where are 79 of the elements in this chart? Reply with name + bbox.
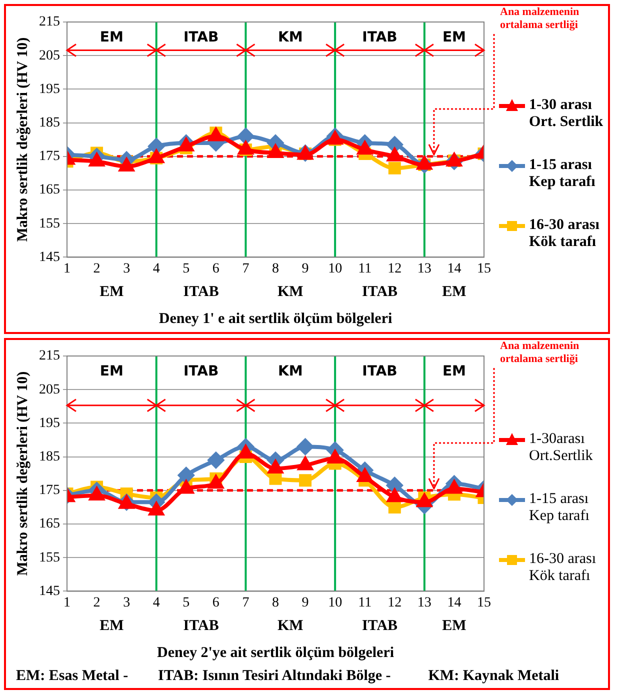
annotation: KM (278, 30, 303, 46)
x-tick-label: 5 (182, 595, 190, 610)
y-tick-label: 145 (39, 250, 60, 265)
y-tick-label: 205 (39, 48, 60, 64)
x-tick-label: 2 (93, 595, 100, 610)
annotation: KM (278, 364, 303, 380)
annotation: ITAB (183, 30, 219, 46)
y-tick-label: 205 (39, 382, 60, 398)
x-axis-title: Deney 1' e ait sertlik ölçüm bölgeleri (158, 310, 392, 327)
x-tick-label: 12 (388, 261, 402, 276)
x-tick-label: 1 (64, 261, 70, 276)
x-tick-label: 4 (152, 595, 160, 610)
x-tick-label: 9 (302, 595, 309, 610)
y-tick-label: 165 (39, 516, 60, 532)
text: KM (277, 618, 304, 634)
y-axis-title: Makro sertlik değerleri (HV 10) (14, 37, 31, 242)
y-tick-label: 165 (39, 182, 60, 198)
text: ITAB (183, 284, 219, 300)
legend-label: 16-30 arası Kök tarafı (529, 551, 598, 586)
annotation: EM (100, 30, 124, 46)
ref-line-label: Ana malzemenin ortalama sertliği (500, 6, 580, 32)
annotation: EM (100, 364, 124, 380)
x-tick-label: 4 (152, 261, 160, 276)
x-tick-label: 6 (212, 595, 220, 610)
y-tick-label: 155 (39, 216, 60, 232)
annotation: ITAB (362, 30, 398, 46)
x-tick-label: 10 (328, 261, 342, 276)
y-tick-label: 185 (39, 449, 60, 464)
legend-label: 16-30 arası Kök tarafı (529, 217, 600, 252)
annotation: EM (442, 30, 466, 46)
text: KM (277, 284, 304, 300)
x-tick-label: 13 (417, 595, 432, 610)
text: EM (442, 618, 466, 634)
x-tick-label: 12 (388, 595, 402, 610)
x-tick-label: 14 (447, 595, 462, 610)
y-axis-title: Makro sertlik değerleri (HV 10) (14, 371, 31, 576)
text: EM (100, 618, 124, 634)
text: ITAB (362, 284, 398, 300)
annotation: ITAB (183, 364, 219, 380)
x-tick-label: 11 (358, 595, 372, 610)
legend-label: 1-30 arası Ort. Sertlik (529, 97, 604, 132)
x-tick-label: 11 (358, 261, 372, 276)
x-tick-label: 1 (64, 595, 70, 610)
x-tick-label: 8 (272, 261, 279, 276)
y-tick-label: 145 (39, 584, 60, 599)
y-tick-label: 215 (39, 348, 60, 364)
text: EM: Esas Metal - ITAB: Isının Tesiri Altındaki Bölge - KM: Kaynak Metali (16, 668, 560, 685)
y-tick-label: 175 (39, 149, 60, 164)
x-tick-label: 13 (417, 261, 432, 276)
x-tick-label: 8 (272, 595, 279, 610)
x-tick-label: 3 (123, 261, 130, 276)
x-tick-label: 7 (242, 595, 250, 610)
annotation: EM (442, 364, 466, 380)
y-tick-label: 195 (39, 82, 60, 97)
text: ITAB (362, 618, 398, 634)
annotation: ITAB (362, 364, 398, 380)
text: ITAB (183, 618, 219, 634)
x-tick-label: 7 (242, 261, 250, 276)
x-tick-label: 3 (123, 595, 130, 610)
x-tick-label: 5 (182, 261, 190, 276)
x-axis-title: Deney 2'ye ait sertlik ölçüm bölgeleri (156, 644, 394, 661)
x-tick-label: 6 (212, 261, 220, 276)
legend-label: 1-15 arası Kep tarafı (529, 491, 590, 526)
x-tick-label: 2 (93, 261, 100, 276)
y-tick-label: 185 (39, 115, 60, 130)
legend-label: 1-30arası Ort.Sertlik (529, 431, 594, 466)
x-tick-label: 15 (477, 261, 491, 276)
legend-label: 1-15 arası Kep tarafı (529, 157, 596, 192)
x-tick-label: 15 (477, 595, 491, 610)
y-tick-label: 155 (39, 550, 60, 566)
y-tick-label: 175 (39, 483, 60, 498)
x-tick-label: 9 (302, 261, 309, 276)
x-tick-label: 10 (328, 595, 342, 610)
x-tick-label: 14 (447, 261, 462, 276)
text: EM (442, 284, 466, 300)
text: EM (100, 284, 124, 300)
y-tick-label: 195 (39, 416, 60, 431)
ref-line-label: Ana malzemenin ortalama sertliği (500, 340, 580, 366)
y-tick-label: 215 (39, 14, 60, 30)
